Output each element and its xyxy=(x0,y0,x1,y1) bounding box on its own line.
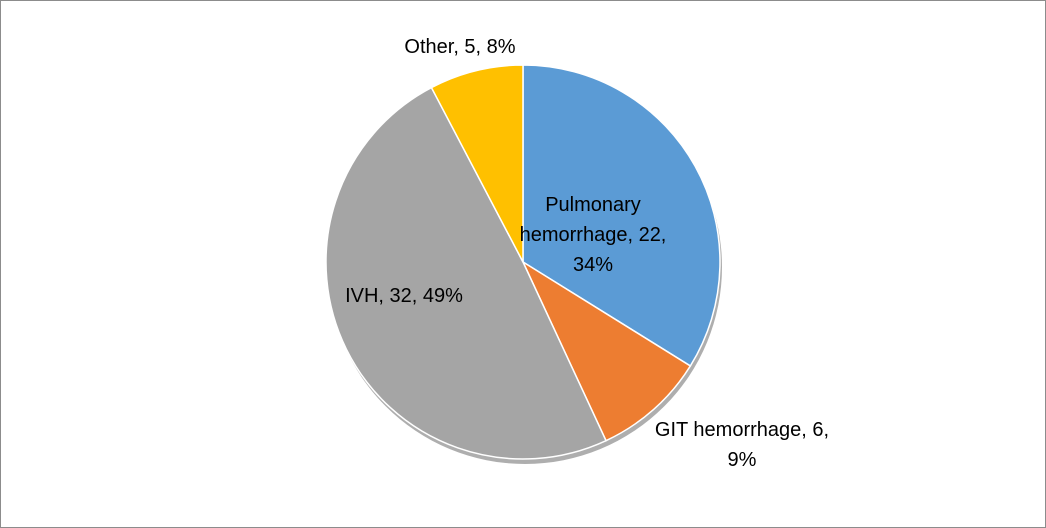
pie-slice xyxy=(325,86,608,460)
pie-slice xyxy=(521,260,692,442)
data-label: GIT hemorrhage, 6, 9% xyxy=(654,419,830,471)
data-label: Other, 5, 8% xyxy=(404,36,516,58)
data-label: Pulmonary hemorrhage, 22, 34% xyxy=(519,194,667,276)
data-label: IVH, 32, 49% xyxy=(345,285,463,307)
pie-slice xyxy=(522,64,721,367)
pie-slice xyxy=(430,64,524,263)
